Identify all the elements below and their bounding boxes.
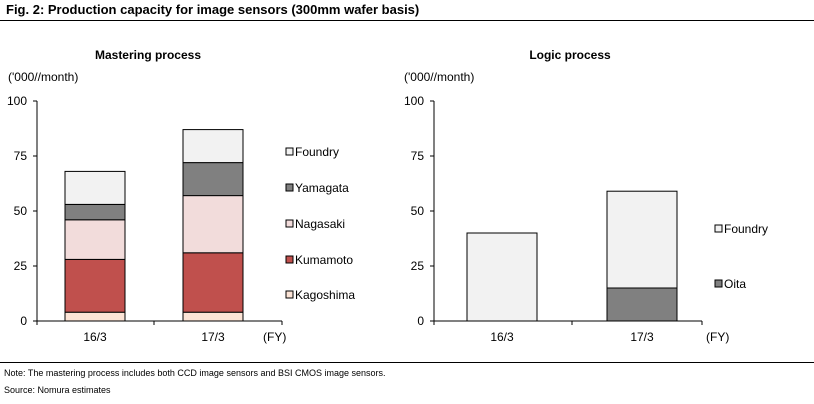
chart-mastering-process-y-tick-label-25: 25 [14, 259, 28, 273]
chart-mastering-process-x-label-17-3: 17/3 [201, 330, 225, 344]
footer-rule [0, 362, 814, 363]
chart-mastering-process-bar-17-3-yamagata [182, 162, 244, 197]
chart-mastering-process-legend-label-nagasaki: Nagasaki [295, 217, 345, 231]
chart-mastering-process-x-unit-label: (FY) [263, 330, 286, 344]
chart-mastering-process-legend-label-foundry: Foundry [295, 145, 339, 159]
chart-mastering-process-bar-17-3-nagasaki [182, 195, 244, 254]
chart-logic-process-y-tick-label-25: 25 [411, 259, 425, 273]
chart-logic-process-legend-swatch-foundry [714, 224, 723, 233]
chart-mastering-process-bar-16-3-nagasaki [64, 219, 126, 260]
chart-mastering-process-legend-swatch-nagasaki [285, 219, 294, 228]
chart-mastering-process-y-tick-label-100: 100 [7, 94, 27, 108]
chart-mastering-process-bar-16-3-kagoshima [64, 311, 126, 322]
chart-mastering-process-y-unit-label: ('000//month) [8, 70, 78, 84]
chart-logic-process-x-label-16-3: 16/3 [490, 330, 514, 344]
figure-source: Source: Nomura estimates [4, 385, 111, 395]
chart-mastering-process-title: Mastering process [95, 48, 201, 62]
chart-logic-process-legend-swatch-oita [714, 279, 723, 288]
chart-mastering-process-bar-16-3-kumamoto [64, 258, 126, 313]
chart-mastering-process-x-label-16-3: 16/3 [83, 330, 107, 344]
chart-logic-process-bar-16-3-foundry [466, 232, 538, 322]
chart-logic-process-y-unit-label: ('000//month) [404, 70, 474, 84]
title-rule [0, 20, 814, 21]
chart-mastering-process-bar-17-3-kumamoto [182, 252, 244, 313]
chart-mastering-process-legend-label-kumamoto: Kumamoto [295, 253, 353, 267]
figure-title: Fig. 2: Production capacity for image se… [6, 2, 420, 17]
chart-logic-process-y-tick-label-0: 0 [417, 314, 424, 328]
chart-mastering-process-legend-swatch-kagoshima [285, 290, 294, 299]
chart-mastering-process-legend-label-yamagata: Yamagata [295, 181, 349, 195]
chart-mastering-process-legend-swatch-yamagata [285, 183, 294, 192]
chart-logic-process-bar-17-3-foundry [606, 190, 678, 289]
chart-mastering-process-y-tick-label-0: 0 [20, 314, 27, 328]
chart-logic-process-legend-label-oita: Oita [724, 277, 746, 291]
chart-mastering-process-legend-swatch-foundry [285, 147, 294, 156]
chart-logic-process-y-tick-label-50: 50 [411, 204, 425, 218]
chart-mastering-process-legend-swatch-kumamoto [285, 255, 294, 264]
chart-mastering-process-bar-17-3-foundry [182, 129, 244, 164]
chart-logic-process-x-unit-label: (FY) [706, 330, 729, 344]
chart-mastering-process-y-tick-label-75: 75 [14, 149, 28, 163]
chart-logic-process-y-tick-label-75: 75 [411, 149, 425, 163]
chart-logic-process-bar-17-3-oita [606, 287, 678, 322]
chart-logic-process-title: Logic process [529, 48, 611, 62]
chart-logic-process-legend-label-foundry: Foundry [724, 222, 768, 236]
charts-canvas: Mastering process ('000//month) 0 25 50 75 100… [7, 48, 768, 344]
chart-mastering-process-legend-label-kagoshima: Kagoshima [295, 288, 355, 302]
figure-note: Note: The mastering process includes bot… [4, 368, 386, 378]
chart-logic-process-y-tick-label-100: 100 [404, 94, 424, 108]
chart-mastering-process-bar-17-3-kagoshima [182, 311, 244, 322]
chart-mastering-process-bar-16-3-foundry [64, 170, 126, 205]
chart-mastering-process-y-tick-label-50: 50 [14, 204, 28, 218]
chart-mastering-process-bar-16-3-yamagata [64, 203, 126, 221]
chart-logic-process-x-label-17-3: 17/3 [630, 330, 654, 344]
